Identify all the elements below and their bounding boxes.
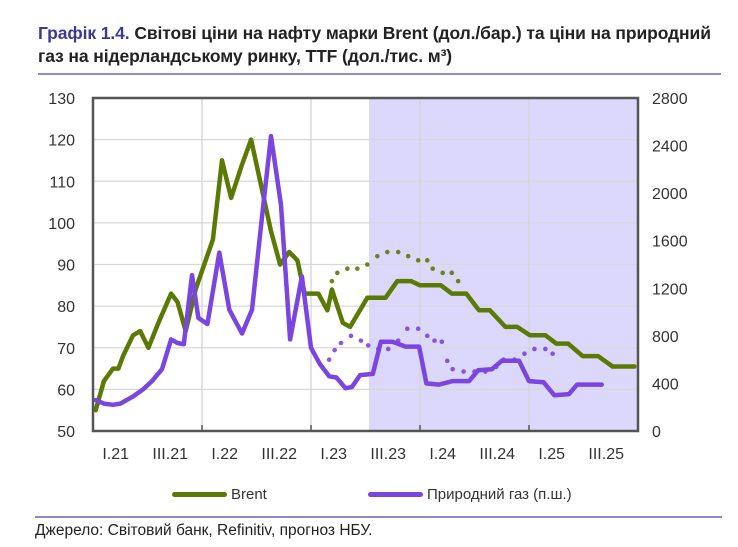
svg-text:III.21: III.21 xyxy=(152,446,188,463)
svg-text:III.25: III.25 xyxy=(588,446,624,463)
svg-text:III.22: III.22 xyxy=(261,446,297,463)
svg-text:I.24: I.24 xyxy=(429,446,456,463)
svg-text:70: 70 xyxy=(57,341,75,358)
svg-text:III.23: III.23 xyxy=(370,446,406,463)
chart-title-text: Світові ціни на нафту марки Brent (дол./… xyxy=(38,23,711,66)
legend-swatch-brent xyxy=(172,492,227,497)
svg-text:130: 130 xyxy=(48,91,75,108)
svg-text:50: 50 xyxy=(57,424,75,441)
legend: Brent Природний газ (п.ш.) xyxy=(0,486,738,510)
plot-frame xyxy=(91,96,640,433)
svg-text:800: 800 xyxy=(652,329,679,346)
svg-text:2400: 2400 xyxy=(652,139,688,156)
svg-text:I.25: I.25 xyxy=(538,446,565,463)
legend-item-gas: Природний газ (п.ш.) xyxy=(368,486,572,503)
legend-item-brent: Brent xyxy=(172,486,267,503)
y-axis-left: 50 60 70 80 90 100 110 120 130 xyxy=(48,91,75,441)
svg-text:120: 120 xyxy=(48,133,75,150)
chart-title: Графік 1.4. Світові ціни на нафту марки … xyxy=(38,22,718,68)
svg-text:2800: 2800 xyxy=(652,91,688,108)
y-axis-right: 0 400 800 1200 1600 2000 2400 2800 xyxy=(652,91,688,441)
svg-text:60: 60 xyxy=(57,382,75,399)
svg-text:III.24: III.24 xyxy=(479,446,515,463)
svg-text:400: 400 xyxy=(652,376,679,393)
legend-label-brent: Brent xyxy=(231,486,267,503)
svg-text:100: 100 xyxy=(48,216,75,233)
svg-text:1600: 1600 xyxy=(652,234,688,251)
svg-text:I.21: I.21 xyxy=(102,446,129,463)
chart-title-lead: Графік 1.4. xyxy=(38,23,130,43)
svg-text:1200: 1200 xyxy=(652,281,688,298)
legend-label-gas: Природний газ (п.ш.) xyxy=(427,486,572,503)
svg-text:2000: 2000 xyxy=(652,186,688,203)
svg-text:I.23: I.23 xyxy=(320,446,347,463)
data-series xyxy=(93,133,637,413)
x-axis: I.21 III.21 I.22 III.22 I.23 III.23 I.24 III.24… xyxy=(102,446,624,463)
source-note: Джерело: Світовий банк, Refinitiv, прогн… xyxy=(35,522,373,539)
source-divider xyxy=(35,516,722,518)
svg-text:80: 80 xyxy=(57,299,75,316)
legend-swatch-gas xyxy=(368,492,423,497)
svg-text:I.22: I.22 xyxy=(211,446,238,463)
title-divider xyxy=(38,73,721,75)
svg-text:110: 110 xyxy=(49,174,75,191)
svg-text:0: 0 xyxy=(652,424,661,441)
svg-text:90: 90 xyxy=(57,258,75,275)
